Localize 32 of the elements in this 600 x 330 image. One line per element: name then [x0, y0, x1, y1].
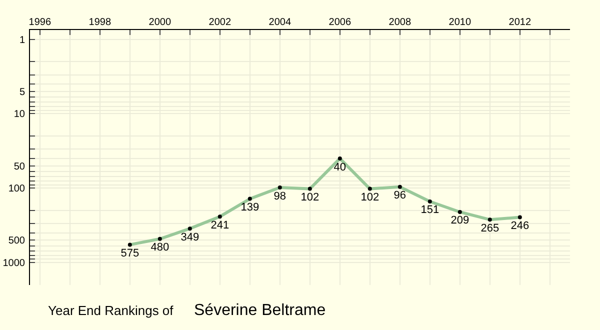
x-tick-label: 2000 [148, 17, 172, 28]
x-tick-label: 2004 [268, 17, 292, 28]
y-tick-label: 1 [19, 34, 26, 46]
y-tick-label: 50 [14, 161, 26, 172]
x-tick-label: 2006 [328, 17, 352, 28]
y-tick-label: 1000 [2, 258, 26, 270]
data-label: 139 [240, 202, 260, 214]
data-label: 96 [394, 190, 406, 202]
data-label: 151 [420, 204, 440, 216]
data-label: 102 [300, 192, 320, 204]
x-tick-label: 1996 [28, 17, 52, 28]
data-label: 40 [334, 161, 346, 174]
data-label: 265 [480, 222, 500, 234]
y-tick-label: 10 [14, 109, 26, 120]
text: Year End Rankings of [48, 303, 174, 318]
x-tick-label: 2002 [208, 17, 232, 28]
data-label: 480 [150, 242, 170, 254]
x-tick-label: 2010 [448, 17, 472, 28]
x-tick-label: 2012 [508, 17, 532, 28]
data-label: 98 [274, 190, 286, 202]
text: Séverine Beltrame [194, 302, 326, 319]
y-tick-label: 5 [19, 86, 26, 98]
data-label: 102 [360, 192, 380, 204]
x-tick-label: 1998 [88, 17, 112, 28]
x-tick-label: 2008 [388, 17, 412, 28]
data-label: 241 [210, 219, 230, 232]
data-label: 349 [180, 231, 200, 244]
y-tick-label: 100 [8, 184, 26, 195]
data-label: 575 [120, 247, 140, 260]
y-tick-label: 500 [8, 236, 26, 247]
data-label: 209 [450, 214, 470, 227]
data-label: 246 [510, 220, 530, 232]
